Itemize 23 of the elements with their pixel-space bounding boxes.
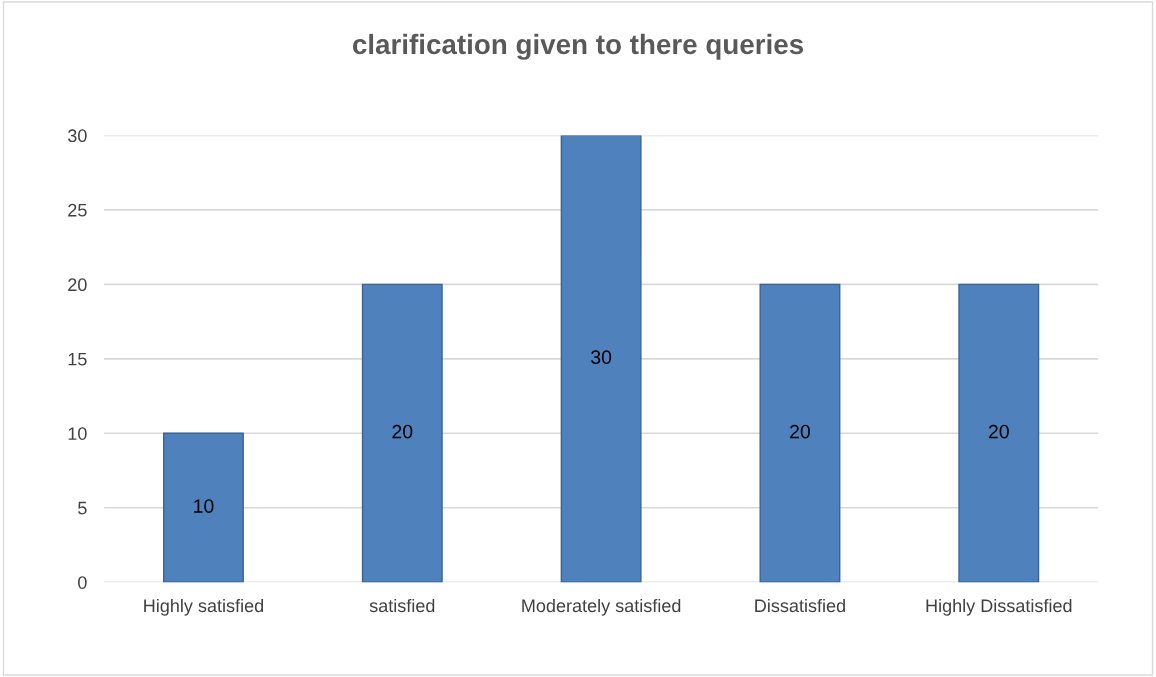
y-tick-label: 25 — [68, 203, 87, 217]
data-label: 10 — [194, 499, 214, 513]
x-tick-label: Highly satisfied — [144, 598, 264, 616]
chart-title: clarification given to there queries — [352, 33, 804, 60]
data-label: 30 — [591, 350, 612, 365]
x-tick-label: Dissatisfied — [755, 598, 845, 613]
bar — [162, 432, 244, 583]
y-tick-label: 10 — [68, 427, 87, 440]
y-tick-label: 30 — [67, 129, 87, 143]
bar — [958, 283, 1040, 583]
x-tick-label: satisfied — [369, 598, 435, 613]
y-tick-label: 15 — [68, 352, 87, 366]
x-tick-label: Moderately satisfied — [522, 598, 681, 616]
y-tick-label: 20 — [68, 278, 87, 292]
data-label: 20 — [790, 424, 811, 439]
bar — [560, 135, 642, 583]
data-label: 20 — [988, 424, 1009, 439]
y-tick-label: 0 — [78, 576, 87, 589]
x-tick-label: Highly Dissatisfied — [926, 598, 1072, 616]
bar — [759, 283, 841, 583]
data-label: 20 — [392, 424, 413, 439]
y-tick-label: 5 — [78, 501, 87, 515]
bar — [361, 283, 443, 583]
